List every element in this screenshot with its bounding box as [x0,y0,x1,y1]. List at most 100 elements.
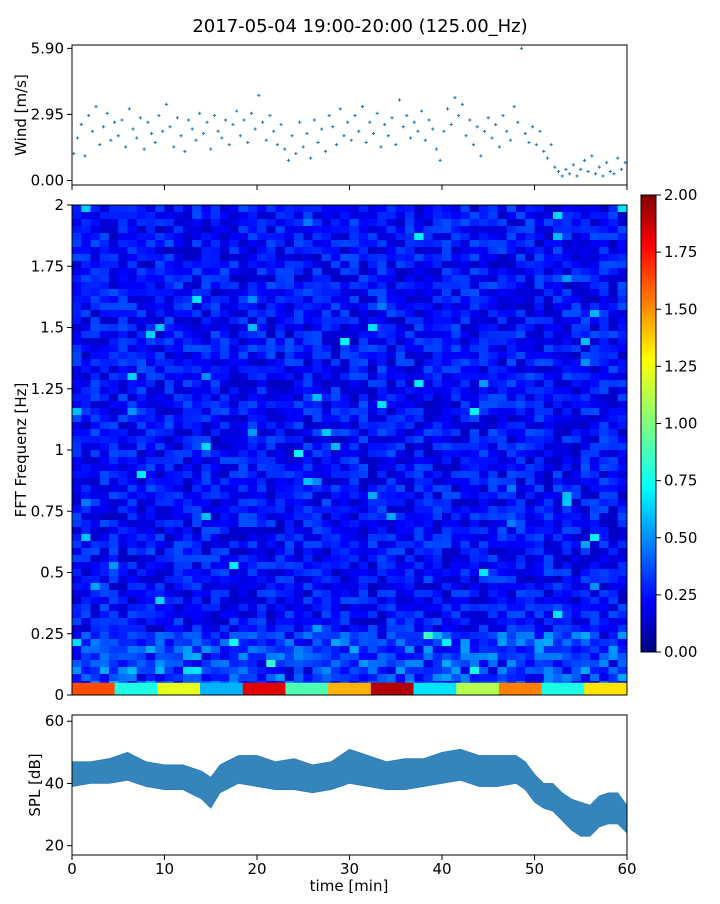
spectrogram-cell [275,310,286,318]
spectrogram-cell [331,660,341,668]
spectrogram-cell [312,590,323,598]
wind-point [164,102,168,106]
spectrogram-cell [608,261,619,269]
spectrogram-cell [90,674,101,682]
spectrogram-cell [99,555,110,563]
spectrogram-cell [109,667,119,675]
spectrogram-cell [617,653,628,661]
spectrogram-cell [617,373,628,381]
spectrogram-cell [229,527,239,535]
spectrogram-cell [460,478,471,486]
spectrogram-cell [331,590,341,598]
spectrogram-cell [164,261,175,269]
spectrogram-cell [358,660,369,668]
spectrogram-cell [294,569,304,577]
spectrogram-cell [90,513,101,521]
spectrogram-cell [81,576,91,584]
spectrogram-cell [275,359,286,367]
spectrogram-cell [562,310,572,318]
spectrogram-cell [608,520,619,528]
spectrogram-cell [238,345,249,353]
spectrogram-cell [127,450,138,458]
spectrogram-cell [303,562,313,570]
wind-point [305,131,309,136]
spectrogram-cell [257,513,267,521]
spectrogram-cell [127,268,138,276]
spectrogram-cell [146,366,156,374]
spectrogram-cell [294,618,304,626]
spectrogram-cell [99,506,110,514]
spectrogram-cell [275,317,286,325]
spectrogram-cell [377,597,387,605]
spectrogram-cell [432,331,443,339]
spectrogram-cell [266,240,276,248]
spectrogram-cell [321,520,332,528]
spectrogram-cell [275,324,286,332]
spectrogram-cell [72,317,82,325]
spectrogram-cell [136,366,147,374]
spectrogram-cell [210,611,221,619]
spectrogram-cell [516,380,526,388]
spectrogram-cell [247,331,258,339]
spectrogram-cell [183,562,193,570]
spectrogram-cell [312,254,323,262]
spectrogram-cell [247,674,258,682]
spectrogram-cell [377,576,387,584]
spectrogram-cell [580,233,591,241]
spectrogram-cell [599,219,609,227]
spectrogram-cell [303,331,313,339]
spectrogram-cell [349,457,360,465]
spectrogram-cell [525,499,535,507]
spectrogram-cell [72,261,82,269]
spectrogram-cell [414,555,424,563]
spectrogram-cell [377,366,387,374]
spectrogram-cell [506,555,517,563]
spectrogram-cell [210,541,221,549]
spectrogram-cell [469,604,480,612]
spectrogram-cell [90,408,101,416]
spectrogram-cell [608,352,619,360]
spectrogram-cell [257,226,267,234]
spectrogram-cell [553,520,563,528]
spectrogram-cell [164,457,175,465]
spectrogram-cell [599,324,609,332]
spectrogram-cell [358,429,369,437]
wind-point [212,113,217,118]
wind-point [231,122,235,127]
spectrogram-cell [488,387,498,395]
spectrogram-cell [118,478,128,486]
spectrogram-cell [164,317,175,325]
spectrogram-cell [164,408,175,416]
spectrogram-cell [451,548,461,556]
spectrogram-low-band-cell [584,682,628,695]
spectrogram-cell [432,450,443,458]
spectrogram-cell [173,387,184,395]
spectrogram-cell [442,478,452,486]
spectrogram-cell [423,541,434,549]
spectrogram-cell [386,205,397,213]
spectrogram-cell [275,422,286,430]
spectrogram-cell [451,653,461,661]
spectrogram-cell [368,254,378,262]
spectrogram-cell [525,296,535,304]
spectrogram-cell [358,597,369,605]
wind-point [486,116,490,120]
spectrogram-cell [321,212,332,220]
spectrogram-cell [321,296,332,304]
spectrogram-cell [599,366,609,374]
spectrogram-cell [395,317,406,325]
spectrogram-cell [284,639,295,647]
spectrogram-cell [377,527,387,535]
spectrogram-cell [386,429,397,437]
spectrogram-cell [340,331,350,339]
spectrogram-cell [358,548,369,556]
spectrogram-cell [99,289,110,297]
spectrogram-cell [423,359,434,367]
spectrogram-cell [284,653,295,661]
spectrogram-cell [201,611,212,619]
spectrogram-cell [451,478,461,486]
spectrogram-cell [136,555,147,563]
spectrogram-cell [164,555,175,563]
spectrogram-cell [294,450,304,458]
spectrogram-cell [580,534,591,542]
